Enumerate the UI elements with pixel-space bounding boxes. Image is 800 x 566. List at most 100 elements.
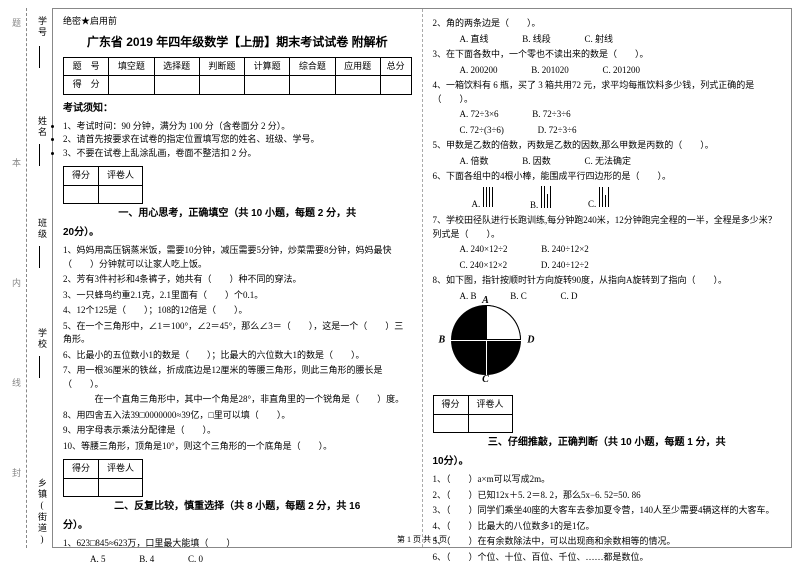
q1-8: 8、用四舍五入法39□0000000≈39亿，□里可以填（ ）。 [63,409,412,423]
right-column: 2、角的两条边是（ ）。 A. 直线 B. 线段 C. 射线 3、在下面各数中，… [423,9,792,547]
score-cell [380,76,411,95]
marker-table-1: 得分 评卷人 [63,166,143,204]
stick-group-label: B. [530,200,541,210]
section3-title: 三、仔细推敲，正确判断（共 10 小题，每题 1 分，共 [433,435,782,450]
opt: C. 72÷(3÷6) [446,124,504,138]
opt: A. 直线 [446,33,489,47]
q2-4-opts: A. 72÷3×6 B. 72÷3÷6 [433,108,782,122]
bind-label-4: 乡镇(街道) [36,478,49,546]
notice-item: 1、考试时间：90 分钟，满分为 100 分（含卷面分 2 分）。 [63,120,412,134]
opt: A. 倍数 [446,155,489,169]
bind-rule-0 [39,46,40,68]
marker-c2: 评卷人 [99,460,143,479]
bind-hint-1: 本 [10,158,23,169]
q2-7-opts: A. 240×12÷2 B. 240÷12×2 [433,243,782,257]
q2-7: 7、学校田径队进行长跑训练,每分钟跑240米，12分钟跑完全程的一半，全程是多少… [433,214,782,241]
compass-wedge [486,305,521,340]
secret-mark: 绝密★启用前 [63,15,412,29]
opt: B. 线段 [509,33,551,47]
q3-6: 6、（ ）个位、十位、百位、千位、……都是数位。 [433,551,782,565]
score-head-5: 综合题 [290,57,335,76]
binding-margin: 学号 姓名 班级 学校 乡镇(街道) 题 本 内 线 封 [0,8,52,548]
section3-tail: 10分）。 [433,454,782,469]
opt: A. 200200 [446,64,498,78]
opt: D. 240÷12÷2 [527,259,588,273]
q3-2: 2、（ ）已知12x＋5. 2＝8. 2，那么5x−6. 52=50. 86 [433,489,782,503]
q1-7: 7、用一根36厘米的铁丝，折成底边是12厘米的等腰三角形，则此三角形的腰长是（ … [63,364,412,391]
score-head-3: 判断题 [199,57,244,76]
stick [602,187,603,207]
q1-3: 3、一只蜂鸟约重2.1克，2.1里面有（ ）个0.1。 [63,289,412,303]
score-head-7: 总分 [380,57,411,76]
marker-blank [468,414,512,433]
compass-figure: A B C D [451,305,521,375]
score-head-0: 题 号 [64,57,109,76]
stick [483,187,484,207]
score-cell [290,76,335,95]
stick [550,186,551,208]
q2-4-opts-2: C. 72÷(3÷6) D. 72÷3÷6 [433,124,782,138]
bind-hint-3: 线 [10,378,23,389]
compass-label-c: C [482,372,489,387]
bind-hint-0: 题 [10,18,23,29]
notice-title: 考试须知： [63,101,412,116]
opt: B. 4 [126,553,155,566]
binding-dash [26,8,27,548]
q2-3: 3、在下面各数中，一个零也不读出来的数是（ ）。 [433,48,782,62]
q1-5: 5、在一个三角形中，∠1＝100°，∠2＝45°，那么∠3＝（ ），这是一个（ … [63,320,412,347]
q1-1: 1、妈妈用高压锅蒸米饭，需要10分钟，减压需要5分钟，炒菜需要8分钟，妈妈最快（… [63,244,412,271]
q2-5: 5、甲数是乙数的倍数，丙数是乙数的因数,那么甲数是丙数的（ ）。 [433,139,782,153]
compass-label-a: A [482,293,489,308]
stick [541,186,542,208]
stick [544,186,545,208]
score-cell [199,76,244,95]
marker-table-3: 得分 评卷人 [433,395,513,433]
stick [599,187,600,207]
opt: B. C [497,290,527,304]
score-head-2: 选择题 [154,57,199,76]
marker-blank [64,185,99,204]
q3-3: 3、（ ）同学们乘坐40座的大客车去参加夏令营，140人至少需要4辆这样的大客车… [433,504,782,518]
q2-8: 8、如下图，指针按顺时针方向旋转90度，从指向A旋转到了指向（ ）。 [433,274,782,288]
marker-c1: 得分 [64,460,99,479]
score-cell [245,76,290,95]
notice-item: 3、不要在试卷上乱涂乱画，卷面不整洁扣 2 分。 [63,147,412,161]
q1-9: 9、用字母表示乘法分配律是（ ）。 [63,424,412,438]
page-footer: 第 1 页 共 4 页 [53,534,791,547]
opt: B. 201020 [518,64,569,78]
score-cell [154,76,199,95]
bind-label-0: 学号 [36,16,49,38]
bind-rule-3 [39,356,40,378]
q1-2: 2、芳有3件衬衫和4条裤子，她共有（ ）种不同的穿法。 [63,273,412,287]
bind-label-1: 姓名 [36,116,49,138]
score-cell [109,76,154,95]
compass-label-b: B [439,333,446,348]
opt: A. 240×12÷2 [446,243,508,257]
opt: A. B [446,290,477,304]
opt: A. 72÷3×6 [446,108,499,122]
stick [486,187,487,207]
left-column: 绝密★启用前 广东省 2019 年四年级数学【上册】期末考试试卷 附解析 题 号… [53,9,423,547]
score-head-6: 应用题 [335,57,380,76]
bind-hint-4: 封 [10,468,23,479]
opt: C. 0 [175,553,204,566]
opt: C. 射线 [571,33,613,47]
score-head-4: 计算题 [245,57,290,76]
opt: B. 240÷12×2 [528,243,589,257]
score-cell [335,76,380,95]
stick [605,195,606,207]
marker-c1: 得分 [433,396,468,415]
stick [547,194,548,208]
q1-6: 6、比最小的五位数小1的数是（ ）；比最大的六位数大1的数是（ ）。 [63,349,412,363]
opt: A. 5 [77,553,106,566]
section2-tail: 分）。 [63,518,412,533]
q2-2: 2、角的两条边是（ ）。 [433,17,782,31]
marker-blank [99,185,143,204]
score-row-label: 得 分 [64,76,109,95]
stick-bars [599,187,609,207]
stick-bars [541,186,551,208]
score-table: 题 号 填空题 选择题 判断题 计算题 综合题 应用题 总分 得 分 [63,57,412,95]
opt: C. D [547,290,578,304]
stick-group-label: C. [588,199,599,209]
notice-list: 1、考试时间：90 分钟，满分为 100 分（含卷面分 2 分）。 2、请首先按… [63,120,412,161]
